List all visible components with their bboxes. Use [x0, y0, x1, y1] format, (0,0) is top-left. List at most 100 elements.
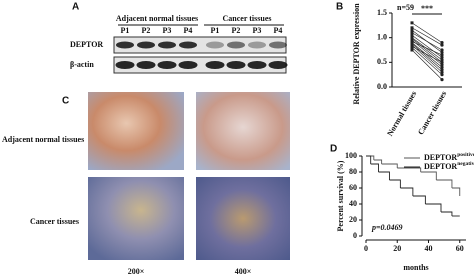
pair-line: [411, 22, 443, 43]
ihc-image: [88, 177, 184, 260]
survival-step: [412, 195, 426, 204]
cancer-point: [440, 50, 444, 55]
y-axis-label: Percent survival (%): [336, 160, 345, 231]
y-tick-label: 0.5: [377, 57, 387, 66]
lane-label: P2: [142, 26, 151, 35]
blot-row-label: DEPTOR: [70, 40, 103, 49]
cancer-point: [440, 63, 444, 67]
panel-label: A: [72, 2, 79, 13]
y-tick-label: 1.5: [377, 8, 387, 17]
x-tick-label: 40: [425, 244, 433, 253]
ihc-image: [196, 92, 290, 170]
normal-point: [410, 31, 414, 35]
lane-label: P1: [211, 26, 220, 35]
magnification: 400×: [235, 267, 252, 276]
y-tick-label: 1.0: [377, 32, 387, 41]
pair-line: [411, 32, 443, 51]
x-tick-label: 20: [393, 244, 401, 253]
pair-line: [411, 46, 443, 63]
pair-line: [411, 38, 443, 63]
survival-step: [366, 155, 372, 164]
pair-line: [411, 44, 443, 73]
annotation: p=0.0469: [371, 223, 403, 232]
panel-label: D: [330, 144, 337, 155]
band: [137, 41, 155, 49]
survival-step: [381, 163, 398, 168]
band: [247, 61, 267, 69]
normal-point: [410, 21, 414, 25]
pair-line: [411, 41, 443, 56]
survival-step: [451, 187, 461, 196]
survival-step: [378, 171, 390, 180]
survival-step: [436, 179, 453, 188]
cancer-point: [440, 43, 444, 47]
survival-step: [420, 171, 437, 180]
survival-step: [389, 179, 401, 188]
pair-line: [411, 39, 443, 66]
blot-row-label: β-actin: [70, 60, 94, 69]
cancer-point: [440, 55, 444, 60]
magnification: 200×: [128, 267, 145, 276]
panel-label: B: [336, 2, 343, 13]
band: [116, 41, 134, 49]
band: [268, 61, 288, 69]
cancer-point: [440, 65, 444, 69]
cancer-point: [440, 58, 444, 62]
band: [226, 61, 246, 69]
pair-line: [411, 27, 443, 46]
annotation: n=59: [397, 3, 414, 12]
y-tick-label: 20: [349, 215, 357, 224]
band: [227, 41, 245, 49]
survival-step: [425, 203, 442, 212]
survival-step: [397, 167, 422, 172]
pair-line: [411, 34, 443, 58]
band: [115, 61, 135, 69]
survival-step: [370, 163, 379, 172]
y-tick-label: 0.0: [377, 82, 387, 91]
ihc-row-label: Adjacent normal tissues: [2, 135, 84, 144]
ihc-image: [88, 92, 184, 170]
significance: ***: [421, 4, 433, 13]
lane-label: P2: [232, 26, 241, 35]
survival-step: [400, 187, 414, 196]
legend-name: DEPTOR: [424, 162, 457, 171]
ihc-image: [196, 177, 290, 260]
pair-line: [411, 49, 443, 80]
cancer-point: [440, 48, 444, 52]
y-tick-label: 80: [349, 167, 357, 176]
band: [206, 41, 224, 49]
x-tick-label: 60: [456, 244, 464, 253]
normal-point: [410, 48, 414, 52]
y-tick-label: 40: [349, 199, 357, 208]
lane-label: P3: [253, 26, 262, 35]
legend-label: DEPTORnegative: [424, 161, 474, 171]
survival-step: [366, 155, 375, 160]
survival-step: [373, 159, 383, 164]
lane-label: P1: [121, 26, 130, 35]
cancer-point: [440, 41, 444, 45]
y-tick-label: 0: [353, 231, 357, 240]
ihc-row-label: Cancer tissues: [30, 217, 79, 226]
normal-point: [410, 46, 414, 50]
legend-superscript: positive: [457, 152, 474, 158]
panel-label: C: [62, 96, 69, 107]
normal-point: [410, 26, 414, 30]
lane-label: P4: [274, 26, 283, 35]
y-tick-label: 60: [349, 183, 357, 192]
band: [157, 61, 177, 69]
cancer-point: [440, 68, 444, 72]
cancer-point: [440, 70, 444, 74]
pair-line: [411, 47, 443, 75]
x-tick-label: Cancer tissues: [416, 89, 448, 136]
legend-label: DEPTORpositive: [424, 152, 474, 162]
pair-line: [411, 37, 443, 61]
survival-step: [441, 211, 453, 216]
pair-line: [411, 42, 443, 68]
group-label: Cancer tissues: [223, 14, 272, 23]
band: [269, 41, 287, 49]
group-label: Adjacent normal tissues: [116, 14, 198, 23]
band: [248, 41, 266, 49]
legend-superscript: negative: [457, 161, 474, 167]
